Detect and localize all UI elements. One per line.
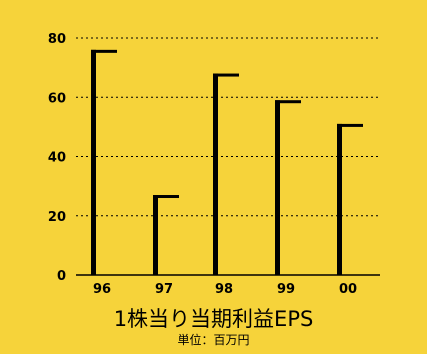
- y-tick-label: 80: [48, 32, 66, 47]
- bar-cap-96: [91, 49, 117, 53]
- y-axis-ticks: 0 20 40 60 80: [48, 32, 66, 284]
- x-tick-label: 00: [339, 282, 357, 297]
- bar-cap-99: [275, 100, 301, 104]
- y-tick-label: 20: [48, 210, 66, 225]
- bar-cap-98: [213, 73, 239, 77]
- y-tick-label: 60: [48, 91, 66, 106]
- y-tick-label: 40: [48, 151, 66, 166]
- bar-99: [275, 100, 280, 276]
- bar-97: [153, 195, 158, 275]
- bars: [91, 49, 363, 276]
- x-tick-label: 96: [93, 282, 111, 297]
- bar-98: [213, 73, 218, 275]
- x-tick-label: 97: [155, 282, 173, 297]
- y-tick-label: 0: [57, 269, 66, 284]
- bar-00: [337, 123, 342, 275]
- grid-lines: [76, 37, 380, 217]
- chart-title: 1株当り当期利益EPS: [113, 307, 314, 331]
- x-tick-label: 98: [215, 282, 233, 297]
- chart-unit-label: 単位：百万円: [177, 333, 250, 347]
- bar-cap-97: [153, 195, 179, 199]
- x-axis-ticks: 96 97 98 99 00: [93, 282, 357, 297]
- x-tick-label: 99: [277, 282, 295, 297]
- bar-96: [91, 49, 96, 275]
- bar-cap-00: [337, 123, 363, 127]
